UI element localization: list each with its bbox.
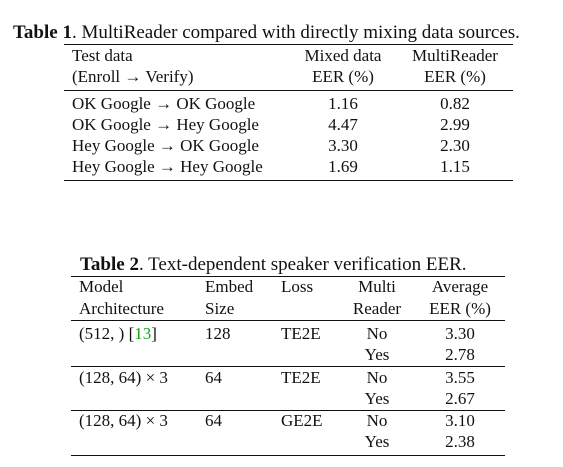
table2-header-loss: Loss [281, 277, 314, 296]
table2-cell-eer: 3.10 [445, 411, 475, 430]
table2-cell-embed: 64 [205, 368, 222, 387]
table1-cell-mixed: 3.30 [328, 136, 358, 155]
table1-cell-multi: 2.99 [440, 115, 470, 134]
table2-cell-multi: Yes [364, 389, 390, 408]
table1-header-multireader-eer: EER (%) [424, 67, 486, 86]
table1-cell-test: Hey Google → OK Google [72, 136, 259, 155]
table2-cell-multi: Yes [364, 345, 390, 364]
table1-header-multireader: MultiReader [412, 46, 498, 65]
table2-cell-multi: No [366, 368, 388, 387]
table2-cell-eer: 2.78 [445, 345, 475, 364]
table1-header-enroll-verify: (Enroll → Verify) [72, 67, 194, 86]
table1-cell-mixed: 1.16 [328, 94, 358, 113]
table1-cell-test: OK Google → OK Google [72, 94, 256, 113]
table2-caption: Table 2. Text-dependent speaker verifica… [80, 254, 467, 276]
table1-bottom-rule [64, 180, 513, 181]
model-text-tail: ] [151, 324, 157, 343]
table2-group-rule [71, 410, 505, 411]
table2-cell-multi: No [366, 411, 388, 430]
table2-cell-loss: TE2E [281, 324, 321, 343]
table1-cell-multi: 2.30 [440, 136, 470, 155]
table2-cell-model: (128, 64) × 3 [79, 411, 168, 430]
table2-cell-eer: 2.67 [445, 389, 475, 408]
table2-cell-eer: 3.55 [445, 368, 475, 387]
table2-header-average: Average [431, 277, 489, 296]
table1-header-rule [64, 90, 513, 91]
table2-cell-multi: Yes [364, 432, 390, 451]
table1-label: Table 1 [13, 22, 72, 43]
table2-caption-text: . Text-dependent speaker verification EE… [138, 254, 467, 275]
table1-header-mixed-data: Mixed data [304, 46, 382, 65]
table1-cell-test: OK Google → Hey Google [72, 115, 259, 134]
table2-group-rule [71, 366, 505, 367]
table1-header-mixed-eer: EER (%) [312, 67, 374, 86]
table2-bottom-rule [71, 455, 505, 456]
table2-cell-model: (512, ) [13] [79, 324, 157, 344]
table2-header-embed: Embed [205, 277, 254, 296]
table1-header-test-data: Test data [72, 46, 133, 65]
citation-link[interactable]: 13 [134, 324, 152, 343]
table1-caption: Table 1. MultiReader compared with direc… [13, 22, 520, 44]
table2-cell-model: (128, 64) × 3 [79, 368, 168, 387]
table2-header-architecture: Architecture [79, 299, 164, 318]
model-text: (512, ) [ [79, 324, 135, 343]
table2-header-multi: Multi [358, 277, 396, 296]
table2-cell-embed: 64 [205, 411, 222, 430]
table1-cell-test: Hey Google → Hey Google [72, 157, 263, 176]
table2-cell-multi: No [366, 324, 388, 343]
table2-label: Table 2 [80, 254, 139, 275]
table1-cell-mixed: 4.47 [328, 115, 358, 134]
table2-header-eer: EER (%) [429, 299, 491, 318]
table2-cell-loss: GE2E [281, 411, 323, 430]
table2-header-rule [71, 320, 505, 321]
table1-cell-mixed: 1.69 [328, 157, 358, 176]
table1-caption-text: . MultiReader compared with directly mix… [71, 22, 520, 43]
table1-cell-multi: 0.82 [440, 94, 470, 113]
table2-cell-eer: 2.38 [445, 432, 475, 451]
table1-cell-multi: 1.15 [440, 157, 470, 176]
table2-top-rule [71, 276, 505, 277]
table2-cell-loss: TE2E [281, 368, 321, 387]
table2-header-model: Model [79, 277, 124, 296]
table2-header-reader: Reader [352, 299, 402, 318]
table2-cell-eer: 3.30 [445, 324, 475, 343]
table2-cell-embed: 128 [205, 324, 231, 343]
table1-top-rule [64, 44, 513, 45]
table2-header-size: Size [205, 299, 235, 318]
